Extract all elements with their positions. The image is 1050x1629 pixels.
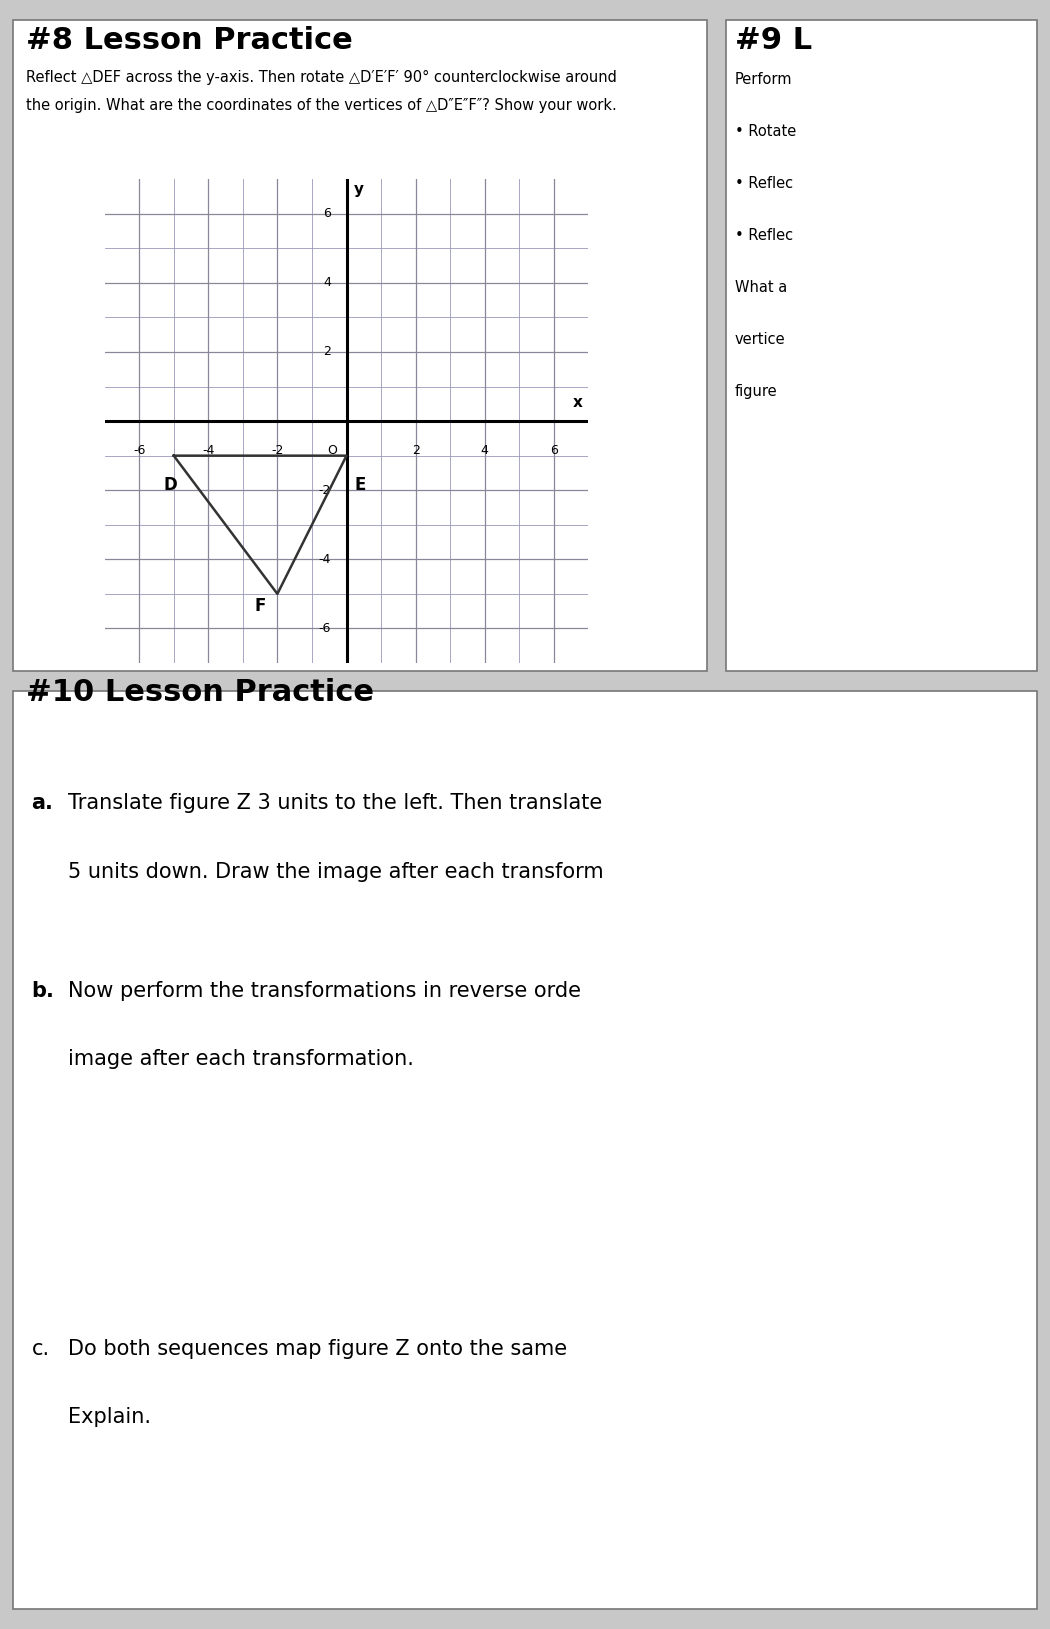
Text: b.: b. [32,981,55,1000]
Text: 4: 4 [323,277,331,290]
Text: Explain.: Explain. [68,1407,151,1427]
Bar [726,20,1037,671]
Text: -6: -6 [318,622,331,635]
Text: #8 Lesson Practice: #8 Lesson Practice [26,26,353,55]
Text: • Reflec: • Reflec [735,176,793,191]
Text: -4: -4 [318,552,331,565]
Text: 4: 4 [481,443,488,456]
Text: figure: figure [735,384,778,399]
Text: 2: 2 [323,345,331,358]
Text: #10 Lesson Practice: #10 Lesson Practice [26,678,374,707]
Text: 6: 6 [323,207,331,220]
Text: Translate figure Z 3 units to the left. Then translate: Translate figure Z 3 units to the left. … [68,793,603,813]
Text: D: D [164,476,177,494]
Text: a.: a. [32,793,54,813]
Bar [13,691,1037,1609]
Text: -2: -2 [271,443,284,456]
Text: F: F [254,598,266,616]
Text: O: O [328,443,338,456]
Text: c.: c. [32,1339,49,1359]
Text: vertice: vertice [735,332,785,347]
Text: 2: 2 [412,443,420,456]
Text: E: E [355,476,366,494]
Text: -2: -2 [318,484,331,497]
Text: #9 L: #9 L [735,26,812,55]
Text: -4: -4 [202,443,214,456]
Text: Now perform the transformations in reverse orde: Now perform the transformations in rever… [68,981,582,1000]
Text: • Rotate: • Rotate [735,124,796,138]
Text: Perform: Perform [735,72,793,86]
Text: -6: -6 [133,443,145,456]
Text: Do both sequences map figure Z onto the same: Do both sequences map figure Z onto the … [68,1339,567,1359]
Bar [13,20,707,671]
Text: • Reflec: • Reflec [735,228,793,243]
Text: 6: 6 [550,443,558,456]
Text: image after each transformation.: image after each transformation. [68,1049,414,1069]
Text: y: y [354,182,363,197]
Text: 5 units down. Draw the image after each transform: 5 units down. Draw the image after each … [68,862,604,881]
Text: Reflect △DEF across the y-axis. Then rotate △D′E′F′ 90° counterclockwise around: Reflect △DEF across the y-axis. Then rot… [26,70,617,85]
Text: the origin. What are the coordinates of the vertices of △D″E″F″? Show your work.: the origin. What are the coordinates of … [26,98,617,112]
Text: x: x [573,394,583,409]
Text: What a: What a [735,280,788,295]
